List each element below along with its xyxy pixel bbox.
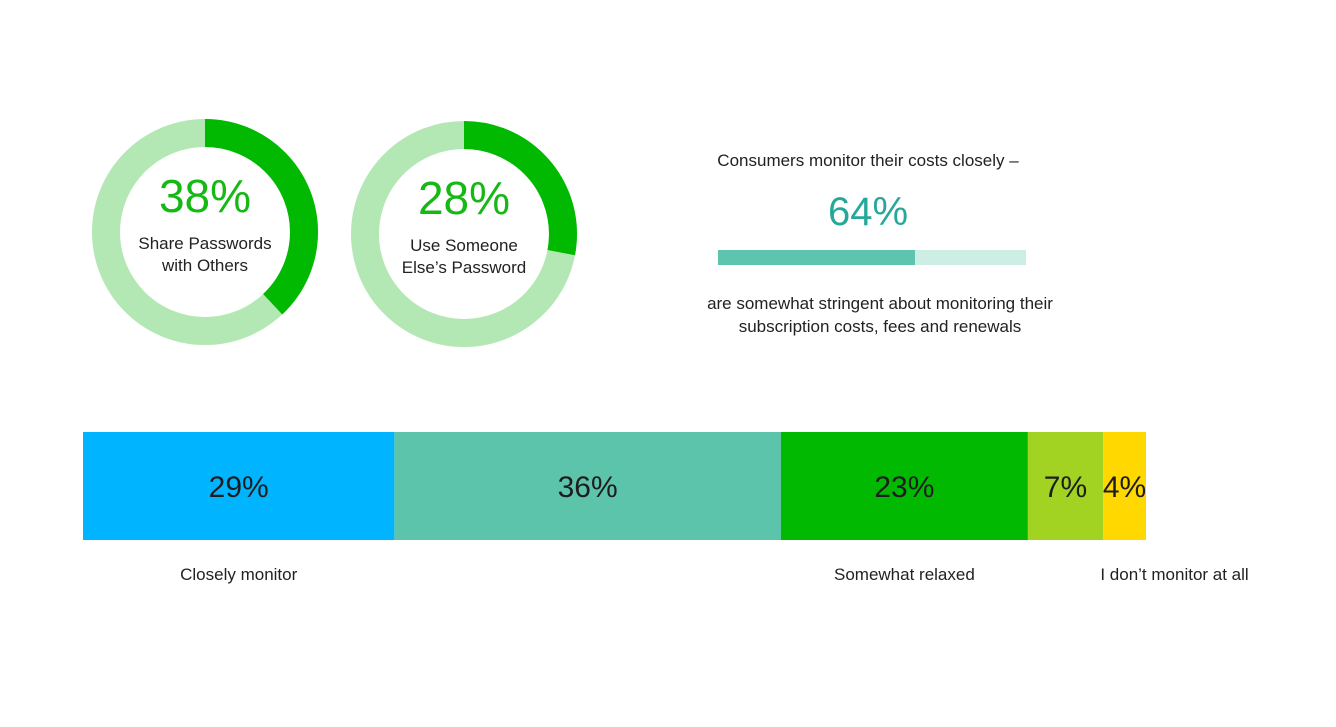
bar-segment <box>1027 432 1104 540</box>
donut-slice <box>92 119 318 345</box>
progress-track <box>718 250 1026 265</box>
bar-segment-label: 29% <box>209 471 269 504</box>
bar-segment-label: 36% <box>558 471 618 504</box>
bar-segment <box>394 432 781 540</box>
donut-value: 38% <box>158 170 252 222</box>
bar-segment-label: 23% <box>874 471 934 504</box>
monitor-description-line: subscription costs, fees and renewals <box>738 317 1022 336</box>
monitor-description: are somewhat stringent about monitoring … <box>668 292 1092 338</box>
donut-value: 28% <box>417 172 511 224</box>
donut-slice <box>351 121 577 347</box>
donut-label-line: Share Passwords <box>138 234 272 253</box>
monitor-description-line: are somewhat stringent about monitoring … <box>707 294 1053 313</box>
monitor-value: 64% <box>827 190 909 234</box>
bar-category-label: Somewhat relaxed <box>834 565 975 584</box>
progress-fill <box>718 250 916 265</box>
bar-category-label: I don’t monitor at all <box>1100 565 1248 584</box>
bar-segment <box>1103 432 1146 540</box>
bar-segment-label: 7% <box>1044 471 1087 504</box>
donut-chart-share-passwords: 38% Share Passwords with Others <box>90 117 320 347</box>
donut-ring <box>92 119 318 345</box>
donut-label-line: with Others <box>162 256 248 275</box>
monitor-heading: Consumers monitor their costs closely – <box>717 151 1019 170</box>
donut-label: Share Passwords with Others <box>125 233 285 277</box>
donut-chart-use-someone-elses-password: 28% Use Someone Else’s Password <box>349 119 579 349</box>
bar-category-label: Closely monitor <box>180 565 297 584</box>
donut-label: Use Someone Else’s Password <box>384 235 544 279</box>
bar-segment <box>83 432 395 540</box>
donut-ring <box>351 121 577 347</box>
donut-label-line: Else’s Password <box>401 258 527 277</box>
bar-segment-label: 4% <box>1103 471 1146 504</box>
donut-label-line: Use Someone <box>410 236 518 255</box>
bar-segment <box>780 432 1028 540</box>
